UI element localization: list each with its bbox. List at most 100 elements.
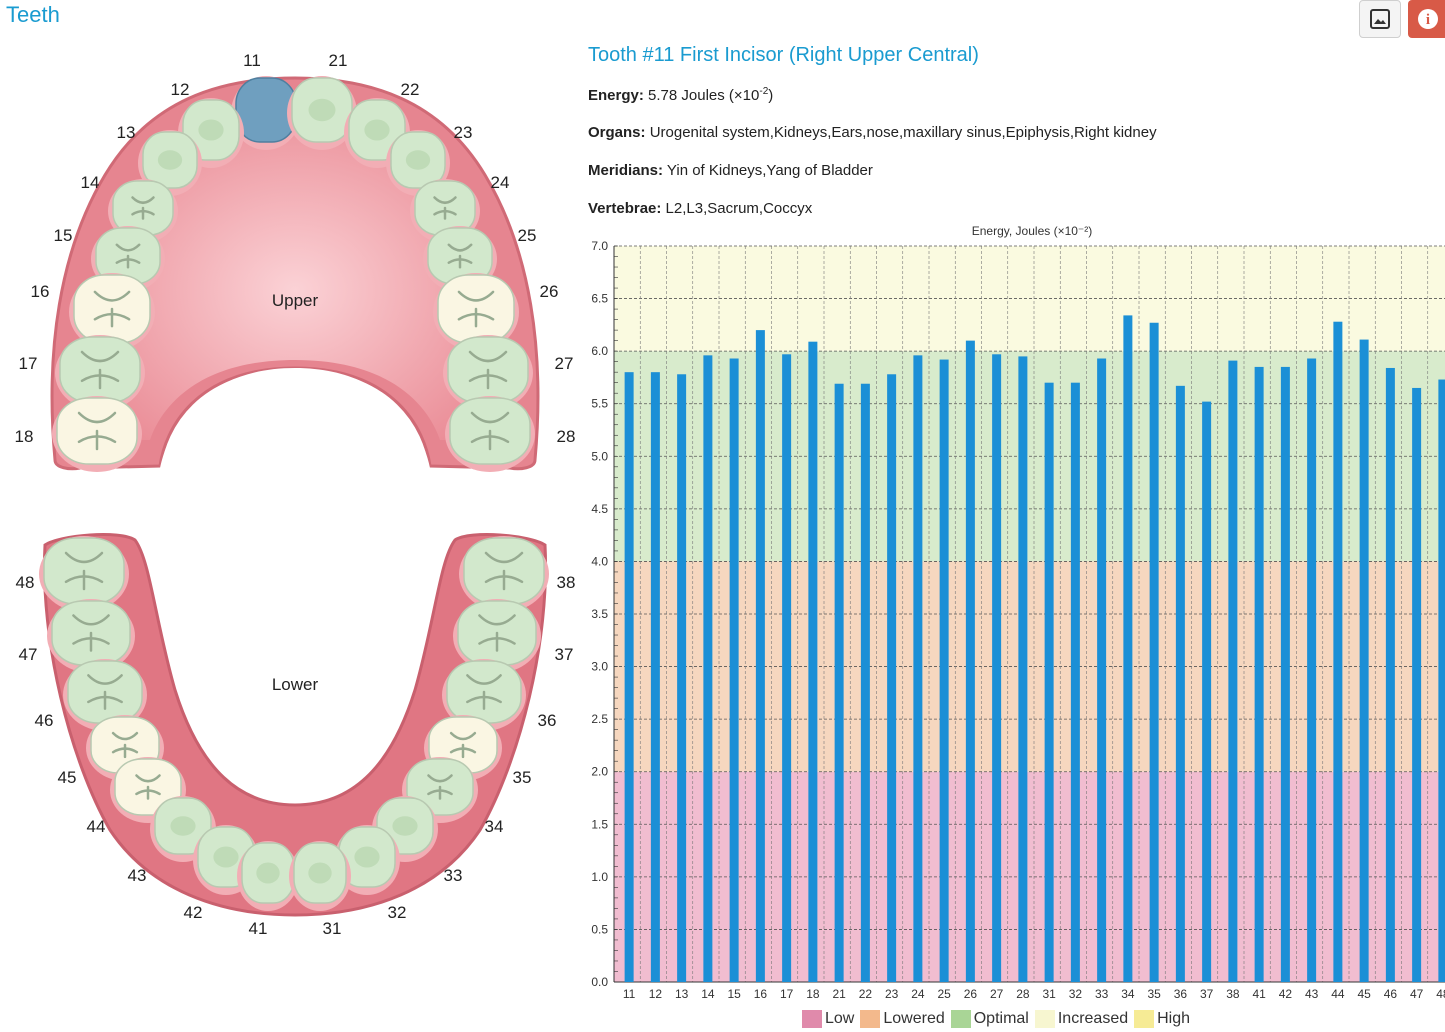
legend-item-increased[interactable]: Increased	[1034, 1010, 1128, 1028]
bar-16[interactable]	[755, 330, 765, 983]
bar-36[interactable]	[1175, 385, 1185, 983]
bar-41[interactable]	[1254, 366, 1264, 982]
tooth-number-label-25: 25	[518, 226, 537, 245]
image-icon	[1370, 9, 1390, 29]
y-tick-label: 3.5	[591, 607, 608, 621]
legend-swatch-lowered	[860, 1010, 881, 1028]
bar-17[interactable]	[782, 354, 792, 983]
tooth-47[interactable]	[47, 599, 135, 673]
tooth-23[interactable]	[386, 130, 450, 196]
x-tick-label: 11	[623, 987, 636, 1001]
tooth-46[interactable]	[63, 659, 147, 731]
y-tick-label: 5.5	[591, 397, 608, 411]
x-tick-label: 35	[1147, 987, 1161, 1001]
bar-47[interactable]	[1412, 387, 1422, 982]
tooth-21[interactable]	[287, 76, 357, 150]
info-icon: i	[1418, 9, 1438, 29]
tooth-37[interactable]	[453, 599, 541, 673]
upper-teeth	[52, 76, 535, 472]
bar-26[interactable]	[965, 340, 975, 983]
tooth-27[interactable]	[443, 335, 533, 411]
legend-item-lowered[interactable]: Lowered	[860, 1010, 945, 1028]
bar-24[interactable]	[913, 355, 923, 982]
y-tick-label: 0.5	[591, 922, 608, 936]
tooth-26[interactable]	[433, 273, 519, 351]
bar-12[interactable]	[650, 372, 660, 982]
tooth-18[interactable]	[52, 396, 142, 472]
tooth-number-label-12: 12	[171, 80, 190, 99]
bar-23[interactable]	[887, 374, 897, 982]
x-tick-label: 45	[1357, 987, 1371, 1001]
tooth-fissure-47	[72, 614, 110, 652]
tooth-48[interactable]	[39, 536, 129, 612]
bar-38[interactable]	[1228, 360, 1238, 982]
legend-item-optimal[interactable]: Optimal	[950, 1010, 1029, 1028]
bar-27[interactable]	[992, 354, 1002, 983]
y-tick-label: 1.0	[591, 870, 608, 884]
legend-label: Low	[825, 1010, 855, 1027]
bar-35[interactable]	[1149, 322, 1159, 982]
tooth-fissure-45	[111, 731, 139, 759]
legend-swatch-high	[1134, 1010, 1155, 1028]
tooth-fissure-27	[468, 350, 508, 390]
bar-34[interactable]	[1123, 315, 1133, 982]
bar-18[interactable]	[808, 341, 818, 982]
bar-31[interactable]	[1044, 382, 1054, 982]
tooth-16[interactable]	[69, 273, 155, 351]
bar-48[interactable]	[1438, 379, 1445, 982]
legend-item-low[interactable]: Low	[802, 1010, 854, 1028]
x-tick-label: 48	[1436, 987, 1445, 1001]
tooth-fissure-17	[80, 350, 120, 390]
tooth-shade-12	[198, 119, 224, 141]
tooth-fissure-34	[427, 774, 453, 800]
bar-25[interactable]	[939, 359, 949, 982]
bar-14[interactable]	[703, 355, 713, 982]
organs-value: Urogenital system,Kidneys,Ears,nose,maxi…	[649, 124, 1157, 141]
x-tick-label: 25	[937, 987, 951, 1001]
tooth-11[interactable]	[231, 76, 301, 150]
info-button[interactable]: i	[1408, 0, 1445, 38]
x-tick-label: 28	[1016, 987, 1030, 1001]
bar-46[interactable]	[1385, 367, 1395, 982]
y-tick-label: 4.0	[591, 554, 608, 568]
bar-32[interactable]	[1070, 382, 1080, 982]
tooth-number-label-13: 13	[117, 123, 136, 142]
chart-title: Energy, Joules (×10⁻²)	[972, 224, 1093, 238]
tooth-31[interactable]	[289, 841, 351, 911]
bar-33[interactable]	[1097, 358, 1107, 982]
legend-label: High	[1157, 1010, 1191, 1027]
bar-21[interactable]	[834, 383, 844, 982]
tooth-number-label-16: 16	[31, 282, 50, 301]
x-tick-label: 12	[649, 987, 663, 1001]
chart-x-axis: 11 12 13 14 15 16 17 18 21 22 23 24 25 26 27 28 31 32 33 34…	[623, 987, 1445, 1001]
bar-13[interactable]	[677, 374, 687, 982]
tooth-fissure-25	[447, 243, 473, 269]
tooth-fissure-15	[115, 243, 141, 269]
x-tick-label: 15	[727, 987, 741, 1001]
svg-text:i: i	[1426, 12, 1430, 28]
tooth-36[interactable]	[442, 659, 526, 731]
tooth-number-label-15: 15	[54, 226, 73, 245]
energy-line: Energy: 5.78 Joules (×10-2)	[588, 86, 773, 104]
tooth-17[interactable]	[55, 335, 145, 411]
legend-item-high[interactable]: High	[1134, 1010, 1190, 1028]
bar-22[interactable]	[860, 383, 870, 982]
tooth-number-label-17: 17	[19, 354, 38, 373]
bar-11[interactable]	[624, 372, 634, 982]
bar-42[interactable]	[1280, 366, 1290, 982]
bar-28[interactable]	[1018, 356, 1028, 982]
selected-tooth-title: Tooth #11 First Incisor (Right Upper Cen…	[588, 44, 979, 66]
bar-43[interactable]	[1307, 358, 1317, 982]
tooth-number-label-48: 48	[16, 573, 35, 592]
bar-45[interactable]	[1359, 339, 1369, 982]
bar-15[interactable]	[729, 358, 739, 982]
lower-teeth	[39, 536, 549, 911]
tooth-41[interactable]	[237, 841, 299, 911]
bar-44[interactable]	[1333, 321, 1343, 982]
image-export-button[interactable]	[1359, 0, 1401, 38]
tooth-28[interactable]	[445, 396, 535, 472]
tooth-number-label-32: 32	[388, 903, 407, 922]
tooth-13[interactable]	[138, 130, 202, 196]
tooth-15[interactable]	[91, 226, 165, 292]
bar-37[interactable]	[1202, 401, 1212, 982]
